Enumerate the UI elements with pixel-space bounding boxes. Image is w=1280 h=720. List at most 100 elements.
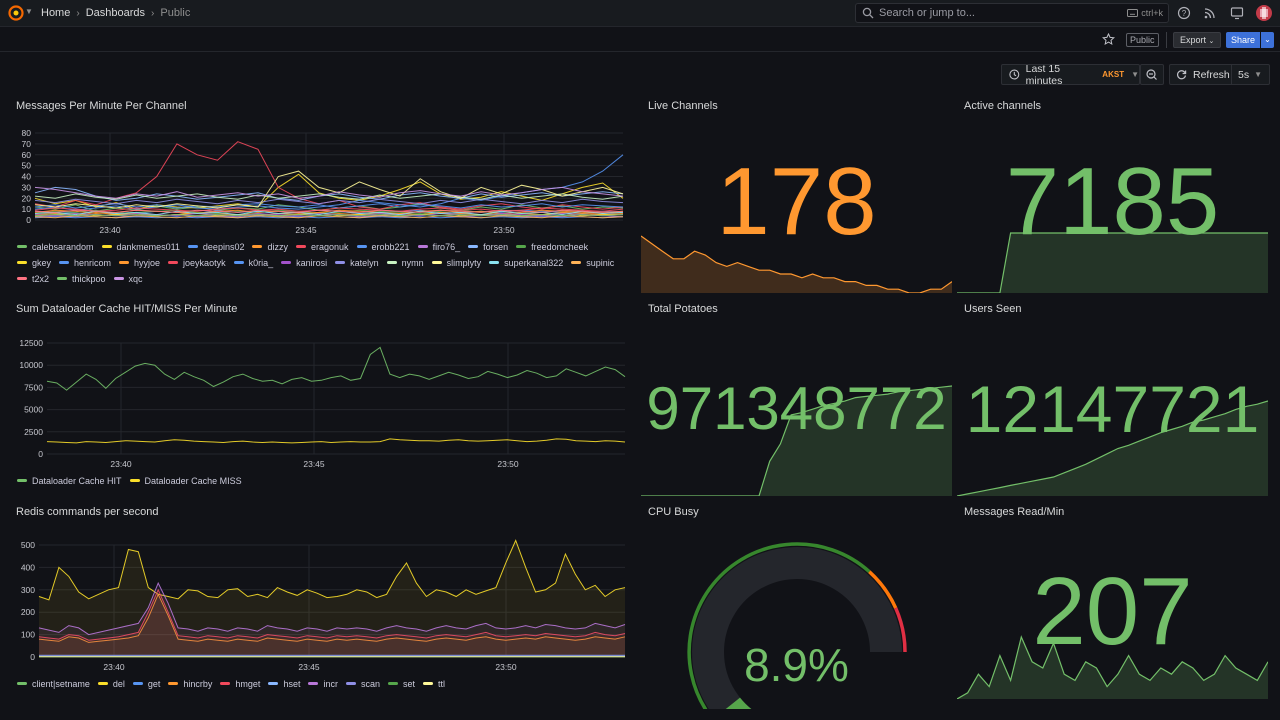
legend-swatch bbox=[101, 245, 112, 248]
legend-item[interactable]: set bbox=[387, 677, 415, 690]
legend-label: dankmemes011 bbox=[116, 241, 180, 252]
search-input[interactable]: Search or jump to... ctrl+k bbox=[855, 3, 1169, 23]
legend-label: Dataloader Cache MISS bbox=[144, 475, 242, 486]
legend-item[interactable]: supinic bbox=[571, 256, 614, 269]
legend-swatch bbox=[335, 261, 346, 264]
legend-label: katelyn bbox=[350, 257, 379, 268]
legend-label: xqc bbox=[128, 273, 143, 284]
panel-title: Messages Per Minute Per Channel bbox=[16, 100, 187, 112]
legend-item[interactable]: del bbox=[97, 677, 125, 690]
panel-dataloader-cache[interactable]: Sum Dataloader Cache HIT/MISS Per Minute… bbox=[9, 296, 632, 493]
gauge-value: 8.9% bbox=[744, 639, 849, 691]
legend-item[interactable]: nymn bbox=[386, 256, 424, 269]
panel-title: Active channels bbox=[964, 100, 1042, 112]
legend-item[interactable]: gkey bbox=[17, 256, 51, 269]
sparkline bbox=[957, 635, 1268, 699]
legend-item[interactable]: thickpoo bbox=[57, 272, 106, 285]
series-area bbox=[39, 540, 625, 657]
panel-live-channels[interactable]: Live Channels 178 bbox=[641, 93, 952, 293]
share-button[interactable]: Share bbox=[1226, 32, 1260, 48]
legend-item[interactable]: client|setname bbox=[17, 677, 90, 690]
sparkline bbox=[641, 235, 952, 293]
legend-item[interactable]: freedomcheek bbox=[516, 240, 588, 253]
legend-item[interactable]: incr bbox=[308, 677, 338, 690]
legend-label: k0ria_ bbox=[248, 257, 274, 268]
legend-item[interactable]: xqc bbox=[113, 272, 143, 285]
monitor-icon[interactable] bbox=[1230, 6, 1244, 20]
breadcrumb-dashboards[interactable]: Dashboards bbox=[85, 7, 146, 19]
top-nav: ▼ Home › Dashboards › Public Search or j… bbox=[0, 0, 1280, 27]
legend-item[interactable]: kanirosi bbox=[281, 256, 327, 269]
legend-label: nymn bbox=[401, 257, 424, 268]
legend-item[interactable]: Dataloader Cache MISS bbox=[129, 474, 242, 487]
legend-item[interactable]: slimplyty bbox=[431, 256, 481, 269]
legend-label: freedomcheek bbox=[531, 241, 589, 252]
panel-active-channels[interactable]: Active channels 7185 bbox=[957, 93, 1268, 293]
x-tick-label: 23:50 bbox=[497, 459, 519, 469]
y-tick-label: 50 bbox=[22, 161, 32, 171]
stat-value: 971348772 bbox=[646, 375, 947, 442]
legend-item[interactable]: deepins02 bbox=[187, 240, 244, 253]
sparkline-line bbox=[641, 235, 952, 293]
legend-item[interactable]: joeykaotyk bbox=[168, 256, 226, 269]
search-placeholder: Search or jump to... bbox=[879, 7, 975, 19]
time-range-picker[interactable]: Last 15 minutes AKST ▼ bbox=[1001, 63, 1140, 87]
panel-users-seen[interactable]: Users Seen 12147721 bbox=[957, 296, 1268, 496]
cache-timeseries-chart[interactable]: 12500 10000 7500 5000 2500 0 23:40 23:45 23:50 bbox=[9, 296, 632, 474]
y-tick-label: 70 bbox=[22, 139, 32, 149]
legend-item[interactable]: Dataloader Cache HIT bbox=[17, 474, 122, 487]
redis-timeseries-chart[interactable]: 500 400 300 200 100 0 23:40 23:45 23:50 bbox=[9, 499, 632, 677]
help-icon[interactable]: ? bbox=[1177, 6, 1191, 20]
grafana-logo-icon[interactable] bbox=[8, 5, 24, 21]
export-button[interactable]: Export ⌄ bbox=[1173, 32, 1222, 48]
zoom-out-button[interactable] bbox=[1140, 64, 1164, 85]
legend-item[interactable]: forsen bbox=[468, 240, 508, 253]
legend-item[interactable]: hmget bbox=[220, 677, 260, 690]
refresh-interval-picker[interactable]: 5s ▼ bbox=[1232, 64, 1270, 85]
refresh-icon bbox=[1176, 70, 1187, 80]
legend-item[interactable]: superkanal322 bbox=[489, 256, 563, 269]
legend-item[interactable]: henricom bbox=[59, 256, 111, 269]
legend-item[interactable]: erobb221 bbox=[356, 240, 410, 253]
legend-item[interactable]: hyyjoe bbox=[119, 256, 160, 269]
avatar[interactable] bbox=[1256, 5, 1272, 21]
legend-item[interactable]: calebsarandom bbox=[17, 240, 94, 253]
rss-icon[interactable] bbox=[1203, 6, 1217, 20]
legend-item[interactable]: ttl bbox=[423, 677, 445, 690]
search-icon bbox=[862, 7, 874, 19]
legend-item[interactable]: hset bbox=[268, 677, 300, 690]
legend-item[interactable]: eragonuk bbox=[295, 240, 349, 253]
panel-title: CPU Busy bbox=[648, 506, 699, 518]
legend-swatch bbox=[295, 245, 306, 248]
refresh-button[interactable]: Refresh bbox=[1169, 64, 1232, 85]
legend-swatch bbox=[132, 682, 143, 685]
y-tick-label: 100 bbox=[21, 630, 35, 640]
breadcrumb-current: Public bbox=[160, 7, 191, 19]
star-icon[interactable] bbox=[1102, 33, 1115, 46]
x-tick-label: 23:40 bbox=[103, 662, 125, 672]
legend-item[interactable]: dankmemes011 bbox=[101, 240, 180, 253]
legend-item[interactable]: dizzy bbox=[252, 240, 288, 253]
share-options-button[interactable]: ⌄ bbox=[1261, 32, 1274, 48]
panel-redis-commands[interactable]: Redis commands per second 500 400 300 200 10… bbox=[9, 499, 632, 709]
panel-title: Redis commands per second bbox=[16, 506, 159, 518]
legend-item[interactable]: firo76_ bbox=[417, 240, 460, 253]
legend-item[interactable]: scan bbox=[345, 677, 380, 690]
legend-item[interactable]: hincrby bbox=[168, 677, 212, 690]
breadcrumb-home[interactable]: Home bbox=[41, 7, 71, 19]
legend-item[interactable]: get bbox=[132, 677, 161, 690]
legend-swatch bbox=[417, 245, 428, 248]
toolbar-divider bbox=[1166, 32, 1167, 48]
legend-item[interactable]: k0ria_ bbox=[233, 256, 274, 269]
y-tick-label: 80 bbox=[22, 128, 32, 138]
panel-messages-per-minute[interactable]: Messages Per Minute Per Channel 80 70 60 50… bbox=[9, 93, 632, 290]
legend-item[interactable]: t2x2 bbox=[17, 272, 49, 285]
panel-total-potatoes[interactable]: Total Potatoes 971348772 bbox=[641, 296, 952, 496]
chevron-down-icon[interactable]: ▼ bbox=[25, 7, 33, 16]
legend-label: get bbox=[147, 678, 161, 689]
series-line bbox=[34, 173, 624, 210]
panel-cpu-busy[interactable]: CPU Busy 8.9% bbox=[641, 499, 952, 709]
legend-item[interactable]: katelyn bbox=[335, 256, 379, 269]
panel-messages-read[interactable]: Messages Read/Min 207 bbox=[957, 499, 1268, 699]
